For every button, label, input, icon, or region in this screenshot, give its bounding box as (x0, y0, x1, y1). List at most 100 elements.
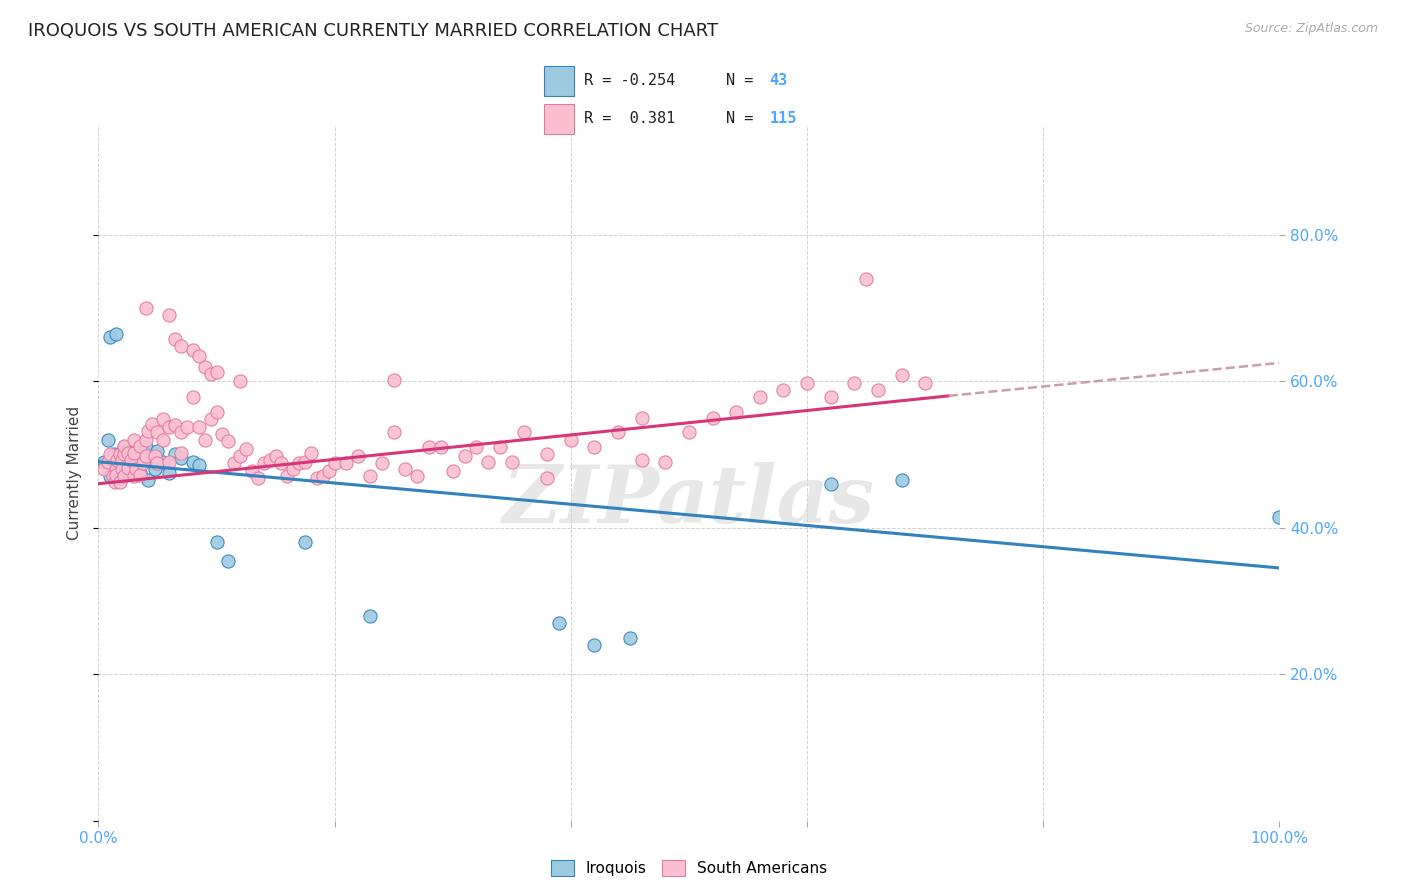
Point (678, 425, 700, 440)
Point (128, 466, 150, 480)
Point (157, 419, 180, 434)
Point (128, 439, 150, 453)
Point (111, 453, 134, 467)
Point (115, 455, 138, 469)
Text: N =: N = (725, 112, 762, 127)
Point (141, 417, 163, 431)
Point (128, 467, 150, 482)
Point (112, 458, 135, 473)
Point (122, 446, 145, 460)
Point (796, 376, 818, 390)
Point (187, 349, 209, 363)
Point (121, 455, 143, 469)
Point (820, 476, 842, 491)
Bar (544, 66, 575, 96)
Point (103, 447, 125, 461)
Point (101, 455, 124, 469)
Point (702, 410, 724, 425)
Point (135, 449, 157, 463)
Point (135, 301, 157, 315)
Point (165, 447, 187, 461)
Point (294, 455, 316, 469)
Point (619, 631, 641, 645)
Point (108, 447, 131, 461)
Point (382, 425, 405, 440)
Point (135, 447, 157, 461)
Point (229, 374, 252, 388)
Point (312, 469, 335, 483)
Point (122, 443, 145, 458)
Point (224, 456, 246, 470)
Point (246, 471, 269, 485)
Text: 115: 115 (769, 112, 797, 127)
Bar (544, 103, 575, 134)
Point (441, 464, 464, 478)
Point (132, 456, 155, 470)
Point (165, 418, 187, 433)
Text: ZIPatlas: ZIPatlas (503, 462, 875, 540)
Point (288, 456, 311, 470)
Point (394, 462, 416, 476)
Point (105, 326, 128, 341)
Point (914, 376, 936, 390)
Point (132, 455, 155, 469)
Point (108, 451, 131, 466)
Point (259, 453, 281, 467)
Point (253, 456, 276, 470)
Point (111, 462, 134, 476)
Point (583, 440, 606, 454)
Point (105, 469, 128, 483)
Y-axis label: Currently Married: Currently Married (67, 406, 83, 540)
Point (512, 425, 534, 440)
Point (772, 383, 794, 397)
Point (105, 467, 128, 482)
Point (820, 390, 842, 404)
Point (136, 424, 159, 438)
Point (725, 405, 748, 419)
Point (187, 458, 209, 473)
Point (136, 473, 159, 487)
Point (118, 451, 141, 466)
Point (122, 469, 145, 483)
Point (211, 426, 233, 441)
Point (170, 446, 193, 460)
Point (146, 425, 169, 440)
Point (152, 433, 174, 447)
Point (122, 458, 145, 473)
Point (890, 473, 912, 487)
Point (205, 405, 228, 419)
Point (98, 469, 121, 483)
Point (157, 455, 180, 469)
Point (844, 376, 866, 390)
Point (276, 469, 298, 483)
Point (105, 455, 128, 469)
Point (105, 458, 128, 473)
Point (181, 343, 204, 358)
Text: Source: ZipAtlas.com: Source: ZipAtlas.com (1244, 22, 1378, 36)
Point (283, 462, 305, 476)
Point (866, 383, 889, 397)
Point (117, 443, 139, 458)
Point (125, 462, 148, 476)
Point (98, 330, 121, 344)
Point (97, 455, 120, 469)
Point (170, 451, 193, 466)
Point (654, 455, 676, 469)
Point (418, 440, 440, 454)
Point (117, 460, 139, 475)
Point (217, 434, 239, 449)
Point (536, 447, 558, 461)
Point (181, 455, 204, 469)
Point (187, 419, 209, 434)
Point (105, 453, 128, 467)
Point (146, 443, 169, 458)
Point (146, 456, 169, 470)
Point (501, 455, 523, 469)
Point (235, 442, 257, 456)
Point (157, 308, 180, 322)
Point (111, 462, 134, 476)
Point (101, 469, 124, 483)
Point (382, 373, 405, 387)
Point (359, 608, 381, 623)
Point (135, 440, 157, 454)
